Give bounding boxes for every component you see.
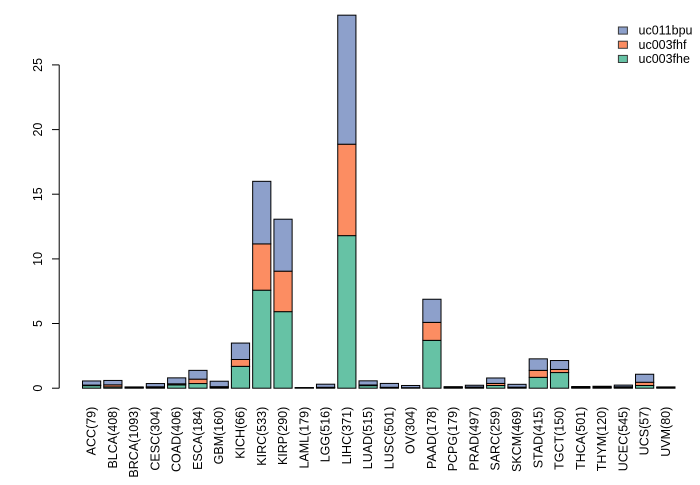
svg-text:KICH(66): KICH(66) <box>233 407 247 459</box>
svg-text:uc003fhe: uc003fhe <box>639 52 690 66</box>
svg-text:KIRC(533): KIRC(533) <box>255 407 269 466</box>
svg-text:0: 0 <box>31 385 45 392</box>
svg-text:LUSC(501): LUSC(501) <box>382 407 396 470</box>
svg-text:UVM(80): UVM(80) <box>659 407 673 457</box>
svg-text:LGG(516): LGG(516) <box>319 407 333 463</box>
svg-text:PAAD(178): PAAD(178) <box>425 407 439 469</box>
svg-text:TGCT(150): TGCT(150) <box>553 407 567 470</box>
svg-text:LUAD(515): LUAD(515) <box>361 407 375 470</box>
svg-text:uc011bpu: uc011bpu <box>639 24 693 38</box>
svg-text:UCS(57): UCS(57) <box>638 407 652 456</box>
svg-text:KIRP(290): KIRP(290) <box>276 407 290 465</box>
svg-text:THCA(501): THCA(501) <box>574 407 588 470</box>
svg-text:SKCM(469): SKCM(469) <box>510 407 524 472</box>
svg-text:LIHC(371): LIHC(371) <box>340 407 354 465</box>
svg-text:ESCA(184): ESCA(184) <box>191 407 205 470</box>
svg-text:CESC(304): CESC(304) <box>148 407 162 471</box>
svg-text:UCEC(545): UCEC(545) <box>616 407 630 472</box>
svg-text:SARC(259): SARC(259) <box>489 407 503 471</box>
svg-text:STAD(415): STAD(415) <box>531 407 545 469</box>
svg-text:BRCA(1093): BRCA(1093) <box>127 407 141 478</box>
svg-text:20: 20 <box>31 123 45 137</box>
svg-text:COAD(406): COAD(406) <box>170 407 184 472</box>
svg-text:25: 25 <box>31 58 45 72</box>
svg-text:THYM(120): THYM(120) <box>595 407 609 472</box>
svg-text:BLCA(408): BLCA(408) <box>106 407 120 469</box>
svg-text:ACC(79): ACC(79) <box>85 407 99 456</box>
svg-text:5: 5 <box>31 320 45 327</box>
svg-text:PCPG(179): PCPG(179) <box>446 407 460 472</box>
svg-text:LAML(179): LAML(179) <box>297 407 311 469</box>
svg-text:10: 10 <box>31 252 45 266</box>
svg-text:uc003fhf: uc003fhf <box>639 38 687 52</box>
svg-text:GBM(160): GBM(160) <box>212 407 226 465</box>
svg-text:15: 15 <box>31 187 45 201</box>
svg-text:PRAD(497): PRAD(497) <box>467 407 481 471</box>
svg-text:OV(304): OV(304) <box>404 407 418 454</box>
